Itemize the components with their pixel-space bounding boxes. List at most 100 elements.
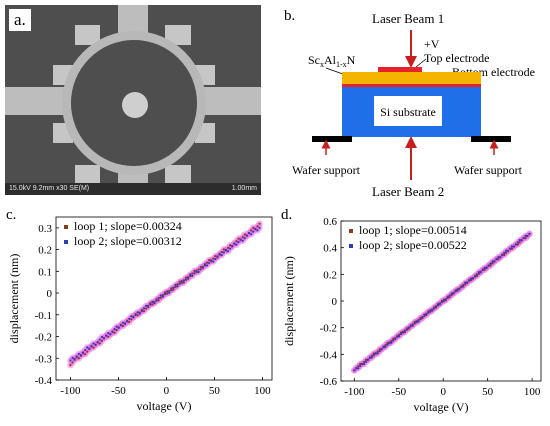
data-point-series-1 bbox=[359, 362, 362, 366]
data-point-series-2 bbox=[444, 298, 447, 302]
data-point-series-2 bbox=[144, 304, 148, 307]
data-point-series-1 bbox=[107, 335, 110, 338]
data-point-series-2 bbox=[119, 324, 122, 327]
sem-pad bbox=[75, 25, 100, 45]
legend-label-series-1: loop 1; slope=0.00514 bbox=[359, 223, 467, 237]
data-point-series-1 bbox=[376, 350, 379, 353]
data-point-series-2 bbox=[409, 324, 412, 327]
bottom-electrode bbox=[342, 84, 481, 87]
data-point-series-1 bbox=[165, 292, 169, 295]
data-point-series-1 bbox=[477, 272, 480, 275]
data-point-series-2 bbox=[157, 296, 160, 300]
legend-marker-series-1 bbox=[64, 225, 68, 229]
data-point-series-2 bbox=[382, 345, 385, 348]
data-point-series-2 bbox=[222, 251, 225, 254]
data-point-series-1 bbox=[170, 287, 173, 290]
data-point-series-2 bbox=[258, 226, 261, 229]
y-tick-label: 0.1 bbox=[38, 266, 52, 278]
data-point-series-2 bbox=[132, 316, 135, 319]
data-point-series-2 bbox=[121, 321, 125, 324]
sem-device-image bbox=[5, 5, 261, 195]
data-point-series-2 bbox=[407, 326, 410, 329]
data-point-series-2 bbox=[88, 347, 91, 350]
data-point-series-2 bbox=[464, 281, 467, 284]
y-tick-label: 0.4 bbox=[323, 243, 337, 255]
data-point-series-1 bbox=[256, 225, 259, 228]
data-point-series-1 bbox=[229, 244, 232, 247]
data-point-series-2 bbox=[229, 247, 232, 250]
data-point-series-2 bbox=[184, 278, 188, 281]
top-electrode bbox=[378, 67, 422, 72]
plot-frame bbox=[55, 216, 273, 381]
y-tick-label: 0.6 bbox=[323, 216, 337, 228]
data-point-series-2 bbox=[433, 307, 436, 310]
y-tick-label: 0.2 bbox=[38, 245, 52, 257]
data-point-series-2 bbox=[226, 250, 230, 253]
data-point-series-2 bbox=[510, 245, 514, 248]
data-point-series-1 bbox=[71, 361, 74, 364]
data-point-series-2 bbox=[434, 305, 438, 308]
y-tick-label: -0.4 bbox=[320, 349, 338, 361]
data-point-series-2 bbox=[113, 328, 116, 331]
panel-label-c: c. bbox=[6, 207, 16, 223]
data-point-series-2 bbox=[220, 253, 223, 257]
data-point-series-1 bbox=[142, 310, 146, 313]
data-point-series-2 bbox=[526, 234, 529, 238]
x-tick-label: 100 bbox=[524, 386, 541, 398]
chart-panel-d: d. -0.6 -0.4 -0.2 0 0.2 0.4 0.6 -100 -50 0 50 100 vol… bbox=[275, 203, 550, 421]
panel-label-a: a. bbox=[9, 9, 31, 31]
data-point-series-2 bbox=[210, 259, 213, 262]
data-point-series-1 bbox=[220, 250, 223, 254]
data-point-series-2 bbox=[100, 335, 104, 339]
data-point-series-1 bbox=[241, 235, 244, 239]
data-point-series-1 bbox=[357, 365, 360, 368]
data-point-series-2 bbox=[235, 243, 238, 246]
data-point-series-2 bbox=[386, 343, 389, 346]
data-point-series-2 bbox=[413, 322, 416, 325]
legend-marker-series-1 bbox=[349, 229, 353, 233]
data-point-series-2 bbox=[361, 362, 364, 365]
data-point-series-2 bbox=[94, 343, 97, 346]
data-point-series-2 bbox=[252, 230, 255, 233]
data-point-series-2 bbox=[147, 305, 150, 309]
data-point-series-2 bbox=[243, 237, 246, 240]
data-point-series-2 bbox=[176, 285, 179, 288]
data-point-series-1 bbox=[504, 251, 508, 254]
data-point-series-2 bbox=[372, 354, 375, 357]
y-axis-label: displacement (nm) bbox=[7, 254, 21, 344]
data-point-series-1 bbox=[222, 248, 225, 251]
top-electrode-label: Top electrode bbox=[424, 51, 489, 65]
data-point-series-1 bbox=[364, 358, 368, 361]
data-point-series-2 bbox=[256, 229, 259, 232]
data-point-series-1 bbox=[184, 276, 188, 279]
data-point-series-2 bbox=[353, 369, 356, 372]
data-point-series-2 bbox=[239, 238, 242, 241]
data-point-series-1 bbox=[464, 283, 467, 286]
data-point-series-2 bbox=[214, 257, 217, 261]
data-point-series-2 bbox=[73, 357, 76, 361]
data-point-series-1 bbox=[98, 342, 101, 345]
data-point-series-2 bbox=[136, 311, 139, 314]
data-point-series-2 bbox=[501, 254, 504, 257]
data-point-series-2 bbox=[466, 281, 469, 285]
data-point-series-2 bbox=[493, 260, 496, 263]
data-point-series-1 bbox=[113, 331, 116, 334]
film-material-label: ScxAl1-xN bbox=[308, 53, 356, 69]
data-point-series-2 bbox=[468, 279, 471, 282]
y-tick-label: 0 bbox=[332, 296, 338, 308]
data-point-series-1 bbox=[250, 229, 253, 232]
data-point-series-2 bbox=[126, 320, 129, 323]
data-point-series-2 bbox=[201, 265, 204, 268]
data-point-series-1 bbox=[205, 261, 209, 264]
data-point-series-2 bbox=[417, 320, 420, 323]
data-point-series-2 bbox=[471, 277, 475, 280]
data-point-series-2 bbox=[487, 264, 490, 267]
data-point-series-1 bbox=[491, 262, 494, 265]
data-point-series-2 bbox=[415, 320, 418, 323]
si-substrate-label-box bbox=[374, 96, 442, 126]
y-tick-label: 0.2 bbox=[323, 269, 337, 281]
data-point-series-1 bbox=[84, 353, 87, 356]
data-point-series-1 bbox=[483, 268, 486, 271]
wafer-support-right bbox=[471, 136, 511, 142]
data-point-series-2 bbox=[388, 341, 391, 344]
